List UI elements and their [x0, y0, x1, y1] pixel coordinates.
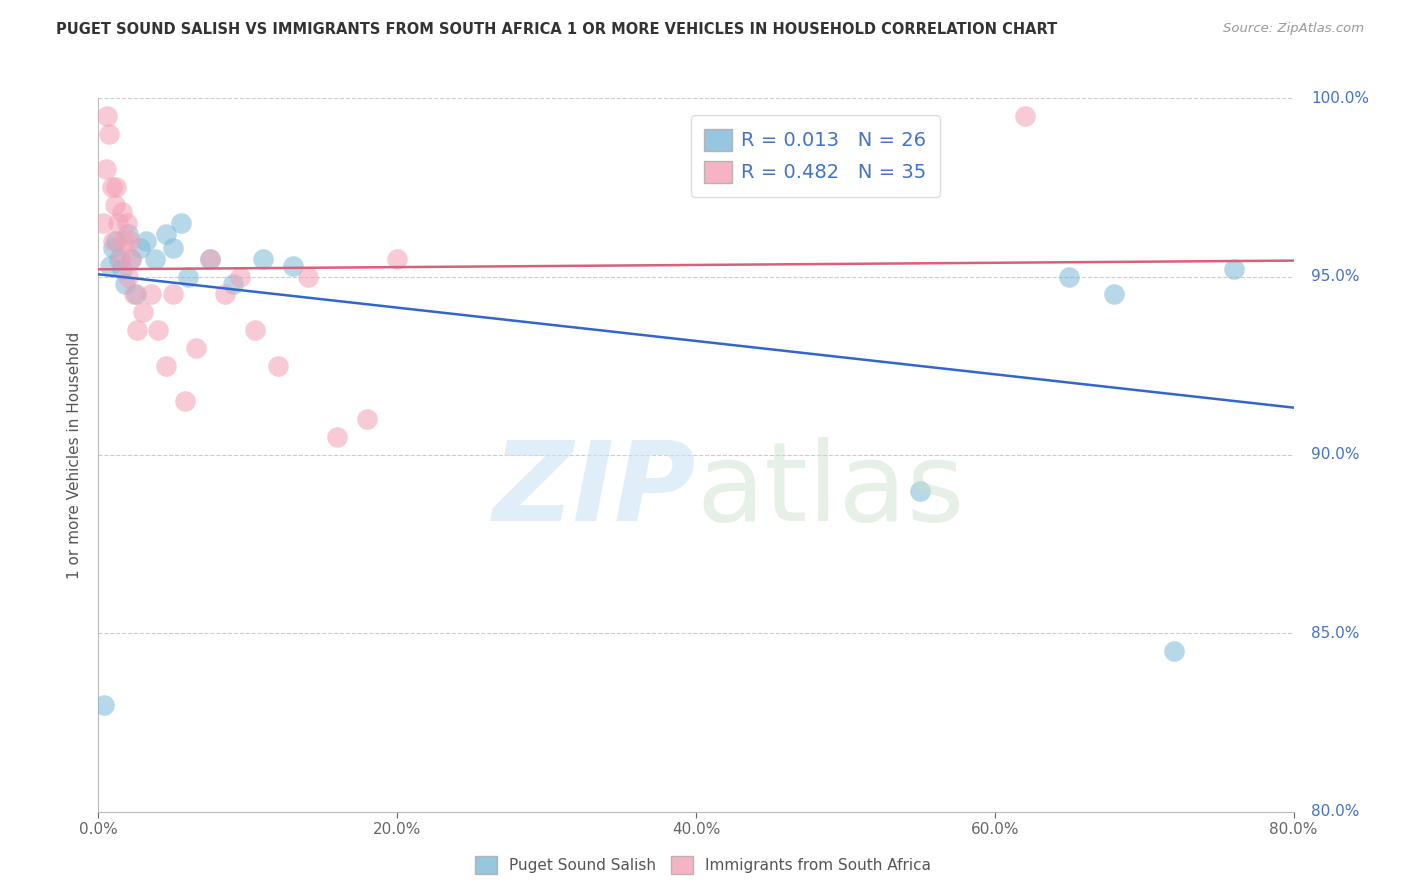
Point: [200, 252, 222, 266]
Point: [97, 127, 120, 141]
Text: ZIP: ZIP: [492, 437, 696, 544]
Text: PUGET SOUND SALISH VS IMMIGRANTS FROM SOUTH AFRICA 1 OR MORE VEHICLES IN HOUSEHO: PUGET SOUND SALISH VS IMMIGRANTS FROM SO…: [56, 22, 1057, 37]
Point: [104, 198, 127, 212]
Point: [117, 227, 139, 241]
Point: [132, 305, 155, 319]
Point: [200, 252, 222, 266]
Point: [93, 698, 115, 712]
Point: [281, 259, 304, 273]
Point: [98, 259, 122, 273]
Text: 100.0%: 100.0%: [1312, 91, 1369, 105]
Point: [267, 359, 290, 373]
Point: [103, 234, 125, 248]
Point: [143, 252, 166, 266]
Point: [125, 287, 148, 301]
Point: [1163, 644, 1185, 658]
Text: 95.0%: 95.0%: [1312, 269, 1360, 284]
Point: [297, 269, 319, 284]
Point: [120, 252, 142, 266]
Point: [356, 412, 378, 426]
Point: [385, 252, 409, 266]
Point: [111, 262, 134, 277]
Point: [91, 216, 114, 230]
Y-axis label: 1 or more Vehicles in Household: 1 or more Vehicles in Household: [67, 331, 83, 579]
Point: [115, 216, 138, 230]
Point: [169, 216, 191, 230]
Text: atlas: atlas: [696, 437, 965, 544]
Point: [155, 359, 177, 373]
Point: [110, 252, 132, 266]
Point: [103, 241, 125, 255]
Point: [139, 287, 162, 301]
Point: [117, 269, 139, 284]
Point: [222, 277, 245, 291]
Point: [105, 234, 128, 248]
Point: [105, 180, 128, 194]
Point: [174, 394, 197, 409]
Point: [127, 323, 149, 337]
Point: [1222, 262, 1246, 277]
Point: [184, 341, 207, 355]
Point: [96, 109, 118, 123]
Point: [148, 323, 170, 337]
Point: [112, 234, 135, 248]
Point: [162, 241, 184, 255]
Point: [214, 287, 236, 301]
Point: [326, 430, 349, 444]
Point: [111, 205, 134, 219]
Point: [245, 323, 267, 337]
Text: Source: ZipAtlas.com: Source: ZipAtlas.com: [1223, 22, 1364, 36]
Point: [101, 180, 124, 194]
Point: [118, 234, 141, 248]
Legend: R = 0.013   N = 26, R = 0.482   N = 35: R = 0.013 N = 26, R = 0.482 N = 35: [690, 115, 941, 197]
Point: [162, 287, 184, 301]
Point: [94, 162, 117, 177]
Point: [229, 269, 252, 284]
Point: [1102, 287, 1125, 301]
Point: [108, 252, 131, 266]
Point: [155, 227, 177, 241]
Point: [129, 241, 152, 255]
Text: 85.0%: 85.0%: [1312, 626, 1360, 640]
Point: [252, 252, 274, 266]
Point: [1059, 269, 1081, 284]
Point: [107, 216, 129, 230]
Point: [114, 277, 136, 291]
Text: 80.0%: 80.0%: [1312, 805, 1360, 819]
Point: [1014, 109, 1036, 123]
Text: 90.0%: 90.0%: [1312, 448, 1360, 462]
Point: [135, 234, 157, 248]
Point: [177, 269, 200, 284]
Point: [124, 287, 146, 301]
Point: [908, 483, 931, 498]
Legend: Puget Sound Salish, Immigrants from South Africa: Puget Sound Salish, Immigrants from Sout…: [470, 850, 936, 880]
Point: [120, 252, 142, 266]
